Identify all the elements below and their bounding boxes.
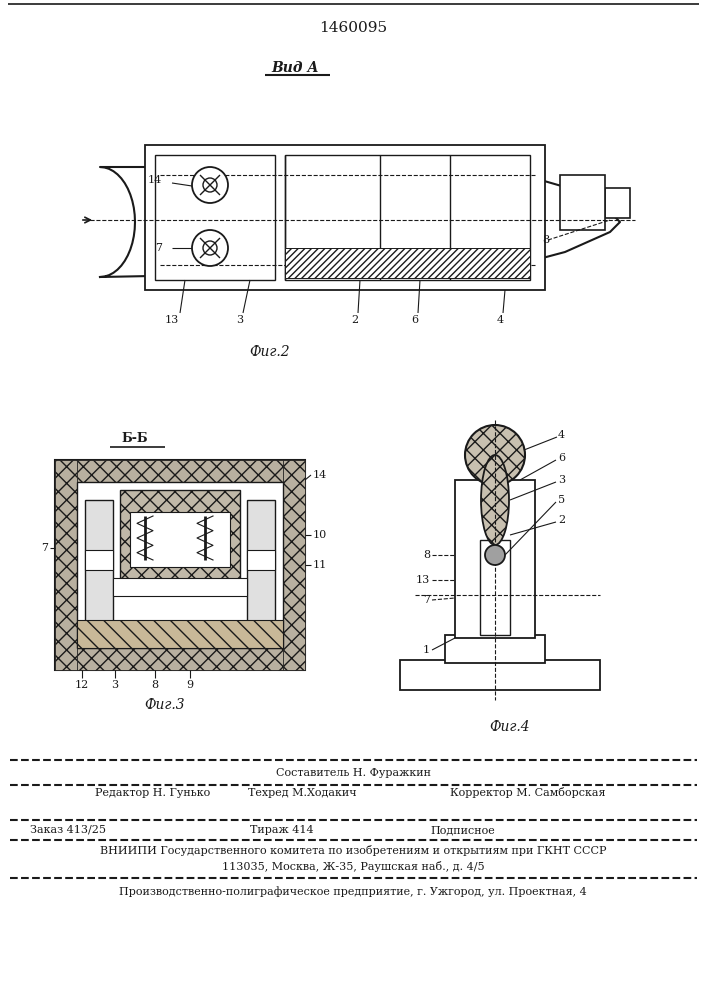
Text: 13: 13: [416, 575, 430, 585]
Bar: [480, 540, 510, 635]
Text: Производственно-полиграфическое предприятие, г. Ужгород, ул. Проектная, 4: Производственно-полиграфическое предприя…: [119, 887, 587, 897]
Text: 6: 6: [558, 453, 565, 463]
Text: 10: 10: [313, 530, 327, 540]
Bar: [55, 460, 305, 670]
Circle shape: [192, 230, 228, 266]
Text: 13: 13: [165, 315, 179, 325]
Text: 1460095: 1460095: [319, 21, 387, 35]
Bar: [455, 480, 535, 638]
Text: 14: 14: [148, 175, 162, 185]
Text: Редактор Н. Гунько: Редактор Н. Гунько: [95, 788, 210, 798]
Text: Заказ 413/25: Заказ 413/25: [30, 825, 106, 835]
Bar: [445, 635, 545, 663]
Text: Техред М.Ходакич: Техред М.Ходакич: [248, 788, 356, 798]
Text: 4: 4: [496, 315, 503, 325]
Text: 7: 7: [41, 543, 48, 553]
Bar: [247, 550, 275, 570]
Text: 9: 9: [187, 680, 194, 690]
Bar: [247, 500, 275, 645]
Text: 8: 8: [423, 550, 430, 560]
Bar: [130, 512, 230, 567]
Text: 3: 3: [236, 315, 244, 325]
Text: 8: 8: [151, 680, 158, 690]
Text: Фиг.4: Фиг.4: [490, 720, 530, 734]
Text: Фиг.2: Фиг.2: [250, 345, 291, 359]
Circle shape: [485, 545, 505, 565]
Text: Тираж 414: Тираж 414: [250, 825, 314, 835]
Text: Подписное: Подписное: [430, 825, 495, 835]
Circle shape: [465, 425, 525, 485]
Bar: [560, 175, 605, 230]
Text: ВНИИПИ Государственного комитета по изобретениям и открытиям при ГКНТ СССР: ВНИИПИ Государственного комитета по изоб…: [100, 844, 606, 856]
Text: 12: 12: [75, 680, 89, 690]
Text: 8: 8: [542, 235, 549, 245]
Bar: [145, 145, 545, 290]
Text: 7: 7: [155, 243, 162, 253]
Text: 7: 7: [423, 595, 430, 605]
Text: 11: 11: [313, 560, 327, 570]
Text: Вид А: Вид А: [271, 61, 319, 75]
Bar: [85, 550, 113, 570]
Text: 6: 6: [411, 315, 419, 325]
Text: 3: 3: [558, 475, 565, 485]
Bar: [77, 482, 283, 648]
Bar: [285, 248, 530, 278]
Text: Б-Б: Б-Б: [122, 432, 148, 444]
Text: Корректор М. Самборская: Корректор М. Самборская: [450, 788, 605, 798]
Bar: [400, 660, 600, 690]
Text: 14: 14: [313, 470, 327, 480]
Bar: [155, 155, 275, 280]
Bar: [285, 155, 530, 280]
Text: 5: 5: [558, 495, 565, 505]
Bar: [85, 500, 113, 645]
Bar: [113, 578, 247, 596]
Text: Составитель Н. Фуражкин: Составитель Н. Фуражкин: [276, 768, 431, 778]
Text: 2: 2: [558, 515, 565, 525]
Bar: [77, 648, 283, 670]
Circle shape: [192, 167, 228, 203]
Bar: [55, 460, 77, 670]
Text: 113035, Москва, Ж-35, Раушская наб., д. 4/5: 113035, Москва, Ж-35, Раушская наб., д. …: [222, 860, 484, 871]
Bar: [77, 620, 283, 648]
Bar: [283, 460, 305, 670]
Text: Фиг.3: Фиг.3: [145, 698, 185, 712]
Text: 3: 3: [112, 680, 119, 690]
Polygon shape: [100, 167, 620, 277]
Text: 1: 1: [423, 645, 430, 655]
Bar: [120, 490, 240, 590]
Text: 2: 2: [351, 315, 358, 325]
Bar: [605, 188, 630, 218]
Text: 4: 4: [558, 430, 565, 440]
Bar: [77, 460, 283, 482]
Ellipse shape: [481, 455, 509, 545]
